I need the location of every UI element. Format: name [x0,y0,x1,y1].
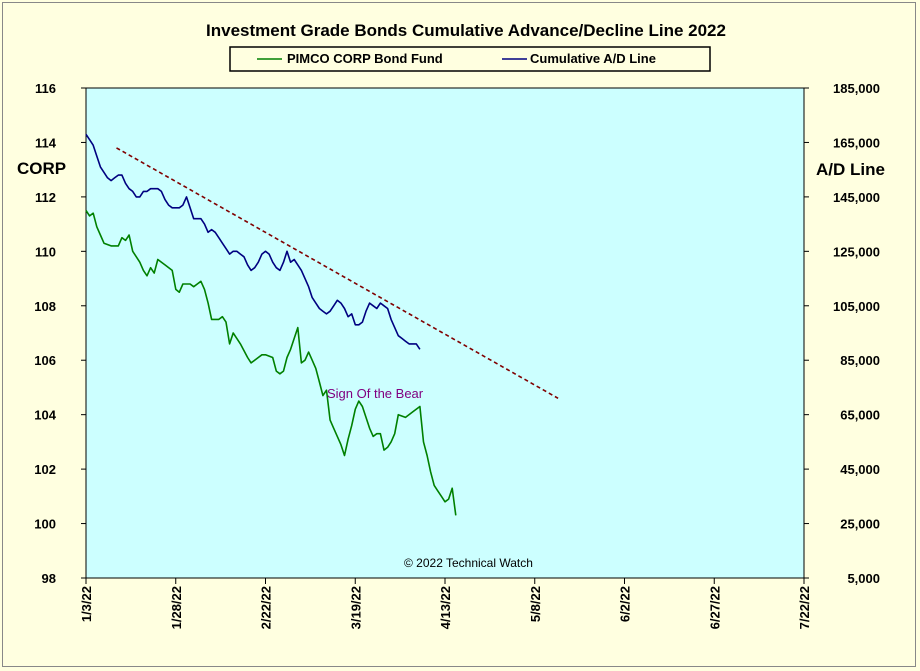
y-right-tick-label: 45,000 [840,462,880,477]
y-right-tick-label: 125,000 [833,244,880,259]
y-left-tick-label: 110 [35,244,56,259]
series-line-pimco-corp [85,210,457,516]
y-right-tick-label: 165,000 [833,135,880,150]
y-left-tick-label: 108 [34,299,56,314]
x-tick-label: 1/3/22 [79,586,94,622]
legend-label-ad: Cumulative A/D Line [530,51,656,66]
y-left-tick-label: 104 [34,408,56,423]
x-tick-label: 6/2/22 [618,586,633,622]
y-right-tick-label: 5,000 [847,571,880,586]
x-tick-label: 3/19/22 [348,586,363,629]
y-left-tick-label: 116 [35,81,56,96]
y-left-tick-label: 102 [34,462,56,477]
y-right-tick-label: 25,000 [840,517,880,532]
series-line-trendline [116,147,559,399]
copyright-text: © 2022 Technical Watch [404,556,533,570]
x-tick-label: 6/27/22 [707,586,722,629]
x-tick-label: 7/22/22 [797,586,812,629]
y-axis-left-label: CORP [17,159,66,178]
legend-box [229,46,711,72]
x-tick-label: 5/8/22 [528,586,543,622]
annotation-sign-of-the-bear: Sign Of the Bear [327,386,424,401]
y-right-tick-label: 65,000 [840,408,880,423]
y-right-tick-label: 105,000 [833,299,880,314]
y-left-tick-label: 114 [35,135,57,150]
legend-label-pimco: PIMCO CORP Bond Fund [287,51,443,66]
legend: PIMCO CORP Bond Fund Cumulative A/D Line [229,46,711,72]
y-right-tick-label: 185,000 [833,81,880,96]
y-axis-right-label: A/D Line [816,160,885,179]
x-tick-label: 4/13/22 [438,586,453,629]
y-left-tick-label: 100 [34,517,56,532]
y-left-tick-label: 106 [34,353,56,368]
y-left-tick-label: 98 [42,571,56,586]
x-tick-label: 1/28/22 [169,586,184,629]
y-right-tick-label: 85,000 [840,353,880,368]
y-right-tick-label: 145,000 [833,190,880,205]
series-line-cumulative-ad [85,133,421,350]
plot-area [85,87,805,579]
y-left-tick-label: 112 [35,190,56,205]
chart-title: Investment Grade Bonds Cumulative Advanc… [206,21,726,40]
x-tick-label: 2/22/22 [259,586,274,629]
